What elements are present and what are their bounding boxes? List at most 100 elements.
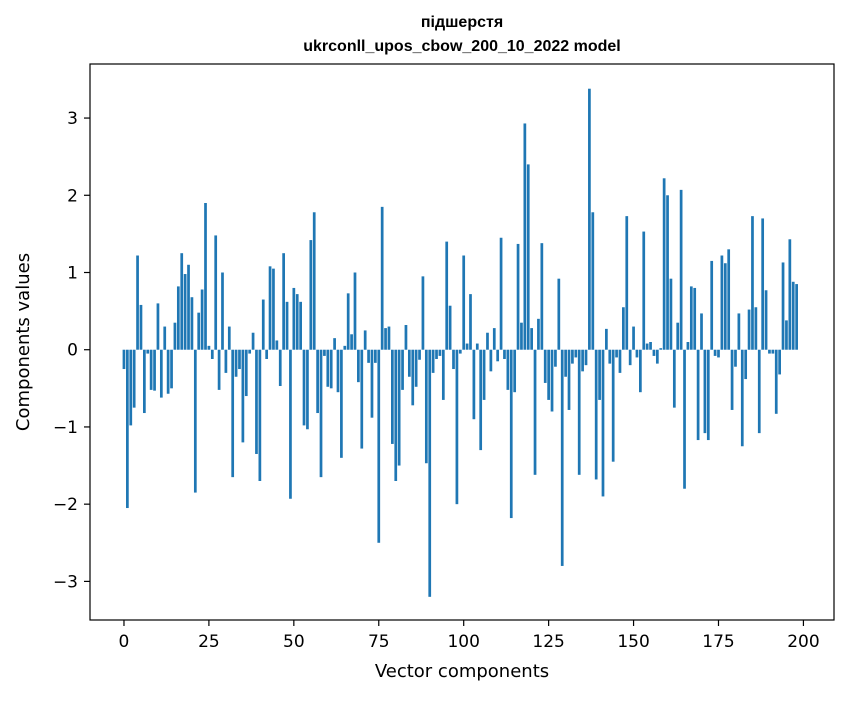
bar-145 — [615, 349, 618, 358]
bar-148 — [625, 216, 629, 350]
bar-105 — [479, 349, 483, 451]
bar-155 — [649, 342, 652, 350]
bar-118 — [523, 123, 527, 350]
bar-153 — [642, 231, 646, 350]
bar-116 — [516, 243, 520, 350]
bar-13 — [166, 349, 170, 394]
x-tick-label: 150 — [617, 632, 649, 652]
bar-62 — [333, 338, 336, 350]
bar-127 — [554, 349, 557, 367]
bar-134 — [577, 349, 581, 475]
bar-132 — [571, 349, 574, 364]
bar-149 — [628, 349, 632, 366]
bar-29 — [221, 272, 224, 350]
bar-150 — [632, 326, 635, 350]
x-tick-label: 100 — [447, 632, 479, 652]
y-tick-label: −1 — [53, 418, 78, 438]
bar-80 — [394, 349, 398, 481]
chart-title: підшерстя — [421, 14, 503, 31]
bar-117 — [520, 322, 523, 350]
bar-10 — [156, 303, 160, 350]
bar-125 — [547, 349, 550, 400]
bar-186 — [754, 307, 758, 350]
bar-0 — [122, 349, 126, 370]
bar-159 — [662, 178, 666, 350]
bar-47 — [282, 253, 285, 350]
bar-139 — [594, 349, 598, 480]
bar-34 — [238, 349, 241, 370]
bar-112 — [503, 349, 506, 359]
bar-152 — [639, 349, 642, 393]
bar-22 — [197, 312, 201, 350]
bar-28 — [217, 349, 221, 390]
bar-171 — [703, 349, 707, 434]
bar-55 — [309, 240, 313, 350]
bar-6 — [143, 349, 146, 414]
bars-group — [122, 88, 798, 597]
bar-133 — [574, 349, 578, 358]
bar-32 — [231, 349, 235, 478]
bar-89 — [424, 349, 428, 464]
bar-24 — [204, 203, 207, 350]
plot-frame — [89, 63, 835, 621]
bar-73 — [370, 349, 374, 418]
x-tick-label: 0 — [119, 632, 130, 652]
bar-182 — [740, 349, 744, 447]
bar-190 — [768, 349, 771, 354]
bar-181 — [737, 313, 741, 350]
bar-52 — [299, 301, 302, 350]
bar-92 — [435, 349, 438, 359]
bar-147 — [622, 307, 625, 350]
bar-39 — [255, 349, 258, 454]
bar-9 — [153, 349, 156, 391]
bar-79 — [391, 349, 394, 444]
bar-194 — [781, 262, 785, 350]
bar-86 — [414, 349, 418, 387]
bar-131 — [567, 349, 571, 410]
bar-158 — [659, 348, 663, 350]
bar-174 — [713, 349, 717, 356]
bar-94 — [441, 349, 445, 400]
bar-3 — [132, 349, 136, 408]
bar-101 — [465, 343, 469, 350]
x-tick-label: 175 — [702, 632, 734, 652]
bar-138 — [591, 212, 595, 350]
bar-58 — [319, 349, 323, 478]
bar-74 — [374, 349, 377, 363]
bar-41 — [261, 299, 265, 350]
chart-subtitle: ukrconll_upos_cbow_200_10_2022 model — [303, 38, 620, 55]
bar-75 — [377, 349, 381, 543]
bar-154 — [645, 343, 649, 350]
bar-23 — [200, 289, 204, 350]
bar-196 — [788, 239, 792, 350]
bar-166 — [686, 342, 690, 350]
bar-17 — [180, 253, 184, 350]
y-tick-label: 2 — [67, 186, 78, 206]
bar-193 — [778, 349, 781, 375]
bar-57 — [316, 349, 319, 414]
bar-77 — [384, 328, 387, 350]
bar-70 — [360, 349, 364, 449]
x-tick-label: 125 — [532, 632, 564, 652]
bar-48 — [285, 301, 289, 350]
bar-69 — [357, 349, 360, 383]
bar-35 — [241, 349, 245, 443]
bar-11 — [159, 349, 163, 398]
bar-104 — [475, 343, 479, 350]
bar-189 — [764, 290, 768, 350]
x-tick-label: 75 — [368, 632, 390, 652]
bar-87 — [418, 349, 421, 360]
bar-179 — [730, 349, 734, 410]
y-tick-label: −3 — [53, 572, 78, 592]
bar-108 — [489, 349, 493, 372]
bar-176 — [720, 255, 724, 350]
bar-4 — [136, 255, 139, 350]
bar-185 — [751, 216, 754, 350]
bar-50 — [292, 287, 296, 350]
y-tick-label: 0 — [67, 341, 78, 361]
bar-146 — [618, 349, 622, 373]
bar-144 — [611, 349, 615, 462]
bar-192 — [774, 349, 778, 414]
bar-8 — [149, 349, 153, 390]
